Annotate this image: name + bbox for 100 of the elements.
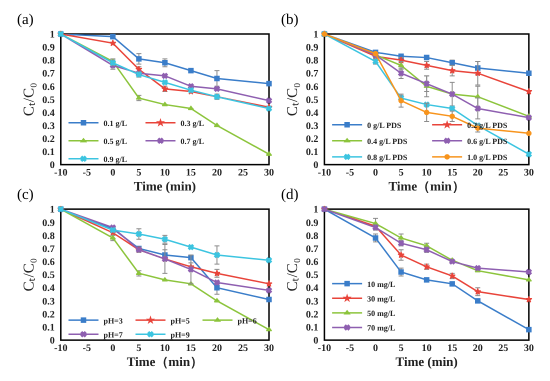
chart-title: (b) xyxy=(281,12,298,28)
y-tick-label: 0.5 xyxy=(306,270,318,282)
y-tick-label: 0.3 xyxy=(42,120,55,132)
x-tick-label: -5 xyxy=(346,343,354,354)
x-tick-label: 15 xyxy=(447,168,458,179)
legend-label: 0.5 g/L xyxy=(103,136,128,146)
chart-title: (a) xyxy=(17,12,34,28)
x-tick-label: 15 xyxy=(186,168,196,179)
y-tick-label: 0.4 xyxy=(306,283,318,294)
x-tick-label: 20 xyxy=(472,343,483,354)
y-tick-label: 0.2 xyxy=(306,309,318,320)
x-tick-label: 30 xyxy=(524,168,534,179)
y-tick-label: 1 xyxy=(313,30,318,41)
x-tick-label: 0 xyxy=(110,168,116,179)
x-axis-title: Time（min） xyxy=(388,178,465,194)
y-tick-label: 1 xyxy=(50,204,55,216)
legend-label: 50 mg/L xyxy=(367,308,396,318)
y-tick-label: 0.9 xyxy=(42,218,55,229)
x-tick-label: 30 xyxy=(264,168,274,179)
legend-label: 70 mg/L xyxy=(367,324,396,333)
x-tick-label: 10 xyxy=(160,343,170,354)
y-tick-label: 0.1 xyxy=(306,322,318,334)
x-axis-title: Time (min) xyxy=(134,178,196,194)
y-tick-label: 0.9 xyxy=(306,42,318,54)
x-tick-label: 5 xyxy=(398,343,404,354)
x-tick-label: 20 xyxy=(212,168,222,179)
legend-label: 0.7 g/L xyxy=(180,136,204,146)
y-tick-label: 0.8 xyxy=(306,230,318,242)
legend-label: pH=3 xyxy=(103,316,123,326)
y-tick-label: 0.8 xyxy=(42,56,55,67)
y-tick-label: 0 xyxy=(50,336,55,347)
y-tick-label: 0 xyxy=(313,160,318,172)
y-tick-label: 0.8 xyxy=(306,56,318,67)
legend-label: pH=5 xyxy=(170,316,190,326)
y-tick-label: 0.6 xyxy=(306,82,318,93)
y-axis-title: Cₜ/C₀ xyxy=(285,82,302,116)
x-tick-label: 5 xyxy=(398,168,404,179)
legend-label: 0.1 g/L xyxy=(103,118,128,128)
x-tick-label: 30 xyxy=(524,343,534,354)
x-tick-label: 15 xyxy=(186,343,196,354)
x-tick-label: 10 xyxy=(160,168,170,179)
x-tick-label: 15 xyxy=(447,343,458,354)
x-tick-label: 25 xyxy=(498,343,508,354)
chart-title: (c) xyxy=(17,187,34,203)
x-tick-label: 30 xyxy=(264,343,274,354)
y-tick-label: 0.5 xyxy=(42,270,55,282)
legend-label: 10 mg/L xyxy=(367,280,396,289)
y-tick-label: 0 xyxy=(50,160,55,172)
x-tick-label: 25 xyxy=(238,168,248,179)
y-tick-label: 0.6 xyxy=(306,257,318,268)
y-tick-label: 0.9 xyxy=(306,218,318,229)
y-tick-label: 0.8 xyxy=(42,230,55,242)
x-tick-label: -10 xyxy=(54,168,68,179)
y-tick-label: 0.7 xyxy=(306,244,318,255)
legend-label: 0 g/L PDS xyxy=(367,120,402,130)
x-tick-label: 0 xyxy=(373,343,378,354)
y-tick-label: 0.1 xyxy=(42,322,55,334)
legend-label: 0.8 g/L PDS xyxy=(367,152,408,162)
x-tick-label: 20 xyxy=(212,343,222,354)
y-axis-title: Cₜ/C₀ xyxy=(22,82,38,116)
x-tick-label: -10 xyxy=(318,343,332,354)
y-tick-label: 0 xyxy=(313,336,318,347)
x-tick-label: 0 xyxy=(110,343,116,354)
x-tick-label: -10 xyxy=(54,343,68,354)
x-tick-label: -10 xyxy=(318,168,332,179)
y-tick-label: 0.2 xyxy=(42,134,55,146)
x-tick-label: 10 xyxy=(422,343,432,354)
x-tick-label: 20 xyxy=(472,168,483,179)
y-tick-label: 0.7 xyxy=(42,68,55,80)
y-tick-label: 0.2 xyxy=(306,134,318,146)
y-tick-label: 0.3 xyxy=(306,120,318,132)
y-tick-label: 0.4 xyxy=(42,108,55,119)
x-axis-title: Time (min) xyxy=(396,354,458,370)
y-tick-label: 0.9 xyxy=(42,42,55,54)
y-axis-title: Cₜ/C₀ xyxy=(22,258,38,292)
legend-label: 1.0 g/L PDS xyxy=(467,152,508,162)
y-tick-label: 0.3 xyxy=(42,296,55,308)
x-tick-label: 25 xyxy=(498,168,508,179)
y-tick-label: 0.4 xyxy=(306,108,318,119)
y-tick-label: 0.3 xyxy=(306,296,318,308)
legend-label: 0.4 g/L PDS xyxy=(367,136,408,146)
x-tick-label: -5 xyxy=(82,343,91,354)
x-tick-label: -5 xyxy=(346,168,354,179)
x-tick-label: 0 xyxy=(373,168,378,179)
y-tick-label: 1 xyxy=(313,204,318,216)
y-tick-label: 1 xyxy=(50,30,55,41)
y-tick-label: 0.6 xyxy=(42,82,55,93)
legend-label: 30 mg/L xyxy=(367,294,396,304)
y-tick-label: 0.2 xyxy=(42,309,55,320)
x-axis-title: Time（min） xyxy=(126,354,204,370)
x-tick-label: 5 xyxy=(136,343,142,354)
y-tick-label: 0.5 xyxy=(306,94,318,106)
legend-label: 0.6 g/L PDS xyxy=(467,136,508,146)
y-tick-label: 0.1 xyxy=(42,147,55,158)
y-tick-label: 0.1 xyxy=(306,147,318,158)
y-tick-label: 0.7 xyxy=(42,244,55,255)
y-tick-label: 0.7 xyxy=(306,68,318,80)
legend-label: pH=9 xyxy=(170,330,190,340)
x-tick-label: 25 xyxy=(238,343,248,354)
y-tick-label: 0.4 xyxy=(42,283,55,294)
